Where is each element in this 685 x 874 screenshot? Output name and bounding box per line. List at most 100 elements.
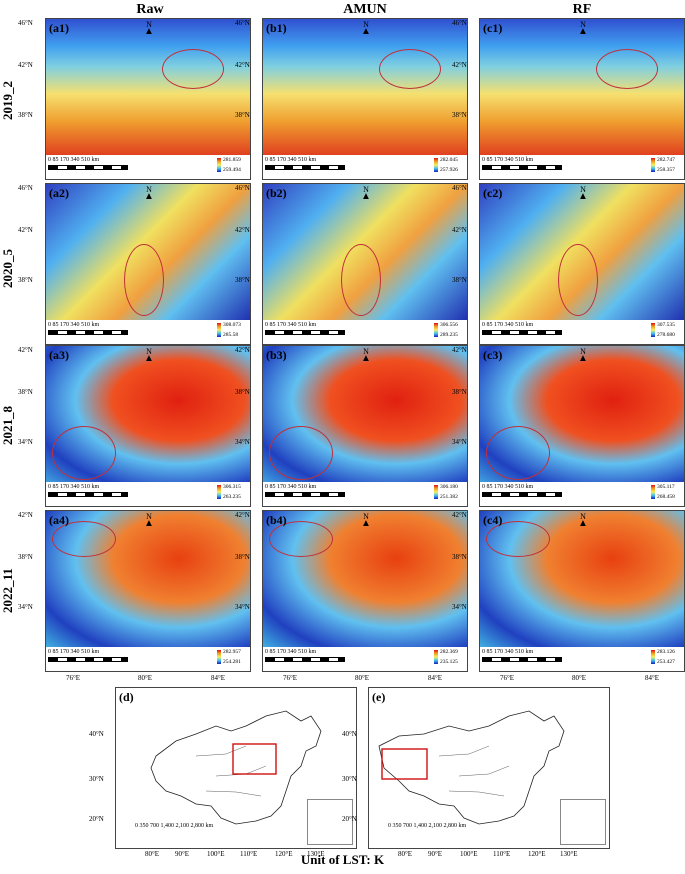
latitude-tick: 46°N xyxy=(18,19,33,27)
colorbar xyxy=(434,485,438,499)
latitude-tick: 34°N xyxy=(18,603,33,611)
colorbar xyxy=(651,323,655,337)
lst-map-panel: (c1) N ▲ 0 85 170 340 510 km 282.747 258.357 4… xyxy=(452,18,685,190)
latitude-tick: 38°N xyxy=(235,111,250,119)
overview-latitude-tick: 20°N xyxy=(342,815,357,823)
legend-min: 257.926 xyxy=(440,167,458,173)
lst-raster xyxy=(46,19,250,155)
scale-label: 0 85 170 340 510 km xyxy=(48,649,100,655)
highlight-ellipse xyxy=(52,426,116,480)
scale-label: 0 85 170 340 510 km xyxy=(48,157,100,163)
longitude-tick: 80°E xyxy=(572,674,587,682)
scale-bar xyxy=(265,330,345,335)
legend-min: 235.125 xyxy=(440,659,458,665)
north-letter: N xyxy=(580,20,586,29)
lst-map-panel: (a1) N ▲ 0 85 170 340 510 km 281.859 259.494 4… xyxy=(18,18,251,190)
panel-label: (b2) xyxy=(266,186,287,200)
scale-bar xyxy=(482,492,562,497)
latitude-tick: 42°N xyxy=(235,346,250,354)
latitude-tick: 38°N xyxy=(452,276,467,284)
highlight-ellipse xyxy=(162,49,224,89)
legend-max: 282.747 xyxy=(657,157,675,163)
overview-longitude-tick: 130°E xyxy=(307,850,325,858)
row-label-2021-8: 2021_8 xyxy=(0,406,15,446)
north-arrow-icon: N ▲ xyxy=(578,512,588,529)
overview-longitude-tick: 90°E xyxy=(175,850,190,858)
overview-scale-label: 0 350 700 1,400 2,100 2,800 km xyxy=(388,823,467,829)
north-letter: N xyxy=(580,347,586,356)
longitude-tick: 80°E xyxy=(355,674,370,682)
scale-bar xyxy=(265,657,345,662)
latitude-tick: 42°N xyxy=(452,346,467,354)
overview-scale-label: 0 350 700 1,400 2,100 2,800 km xyxy=(135,823,214,829)
colorbar xyxy=(651,485,655,499)
legend-min: 263.235 xyxy=(223,494,241,500)
overview-longitude-tick: 120°E xyxy=(528,850,546,858)
latitude-tick: 42°N xyxy=(235,61,250,69)
scale-label: 0 85 170 340 510 km xyxy=(482,484,534,490)
latitude-tick: 42°N xyxy=(235,226,250,234)
row-label-2022-11: 2022_11 xyxy=(0,568,15,614)
study-area-box xyxy=(232,743,277,775)
latitude-tick: 38°N xyxy=(235,388,250,396)
scale-label: 0 85 170 340 510 km xyxy=(48,484,100,490)
legend-max: 283.126 xyxy=(657,649,675,655)
panel-label: (c2) xyxy=(483,186,503,200)
lst-raster xyxy=(480,19,684,155)
legend-min: 254.281 xyxy=(223,659,241,665)
row-label-2020-5: 2020_5 xyxy=(0,249,15,289)
highlight-ellipse xyxy=(558,244,598,316)
latitude-tick: 42°N xyxy=(452,226,467,234)
overview-longitude-tick: 130°E xyxy=(560,850,578,858)
latitude-tick: 42°N xyxy=(18,226,33,234)
overview-latitude-tick: 40°N xyxy=(342,730,357,738)
north-arrow-icon: N ▲ xyxy=(361,512,371,529)
latitude-tick: 38°N xyxy=(18,553,33,561)
north-arrow-icon: N ▲ xyxy=(578,20,588,37)
legend-max: 281.859 xyxy=(223,157,241,163)
lst-map-panel: (c4) N ▲ 0 85 170 340 510 km 283.126 253.427 4… xyxy=(452,510,685,682)
latitude-tick: 38°N xyxy=(452,553,467,561)
north-letter: N xyxy=(580,185,586,194)
north-arrow-icon: N ▲ xyxy=(144,512,154,529)
latitude-tick: 46°N xyxy=(452,19,467,27)
panel-label: (c4) xyxy=(483,513,503,527)
north-arrow-icon: N ▲ xyxy=(144,20,154,37)
legend-max: 305.117 xyxy=(657,484,675,490)
longitude-tick: 76°E xyxy=(283,674,298,682)
overview-longitude-tick: 110°E xyxy=(493,850,511,858)
legend-min: 259.494 xyxy=(223,167,241,173)
scale-bar xyxy=(48,492,128,497)
lst-map-panel: (c3) N ▲ 0 85 170 340 510 km 305.117 268.458 4… xyxy=(452,345,685,517)
latitude-tick: 46°N xyxy=(452,184,467,192)
panel-label: (b3) xyxy=(266,348,287,362)
panel-label: (a2) xyxy=(49,186,69,200)
overview-longitude-tick: 110°E xyxy=(240,850,258,858)
latitude-tick: 38°N xyxy=(18,276,33,284)
highlight-ellipse xyxy=(596,49,658,89)
latitude-tick: 42°N xyxy=(18,61,33,69)
latitude-tick: 42°N xyxy=(18,511,33,519)
column-header-raw: Raw xyxy=(136,2,164,17)
north-arrow-icon: N ▲ xyxy=(144,185,154,202)
north-letter: N xyxy=(146,20,152,29)
lst-map-panel: (b1) N ▲ 0 85 170 340 510 km 282.045 257.926 4… xyxy=(235,18,468,190)
colorbar xyxy=(217,323,221,337)
colorbar xyxy=(217,485,221,499)
lst-map-panel: (a4) N ▲ 0 85 170 340 510 km 282.957 254.281 4… xyxy=(18,510,251,682)
overview-latitude-tick: 30°N xyxy=(342,775,357,783)
scale-label: 0 85 170 340 510 km xyxy=(265,157,317,163)
highlight-ellipse xyxy=(269,426,333,480)
north-arrow-icon: N ▲ xyxy=(578,347,588,364)
overview-longitude-tick: 80°E xyxy=(398,850,413,858)
north-letter: N xyxy=(146,185,152,194)
latitude-tick: 34°N xyxy=(235,438,250,446)
legend-max: 282.369 xyxy=(440,649,458,655)
china-outline-map xyxy=(150,710,322,825)
legend-min: 278.680 xyxy=(657,332,675,338)
north-arrow-icon: N ▲ xyxy=(361,20,371,37)
overview-map-d: (d) xyxy=(115,687,357,849)
scale-label: 0 85 170 340 510 km xyxy=(265,322,317,328)
latitude-tick: 42°N xyxy=(18,346,33,354)
scale-bar xyxy=(48,165,128,170)
